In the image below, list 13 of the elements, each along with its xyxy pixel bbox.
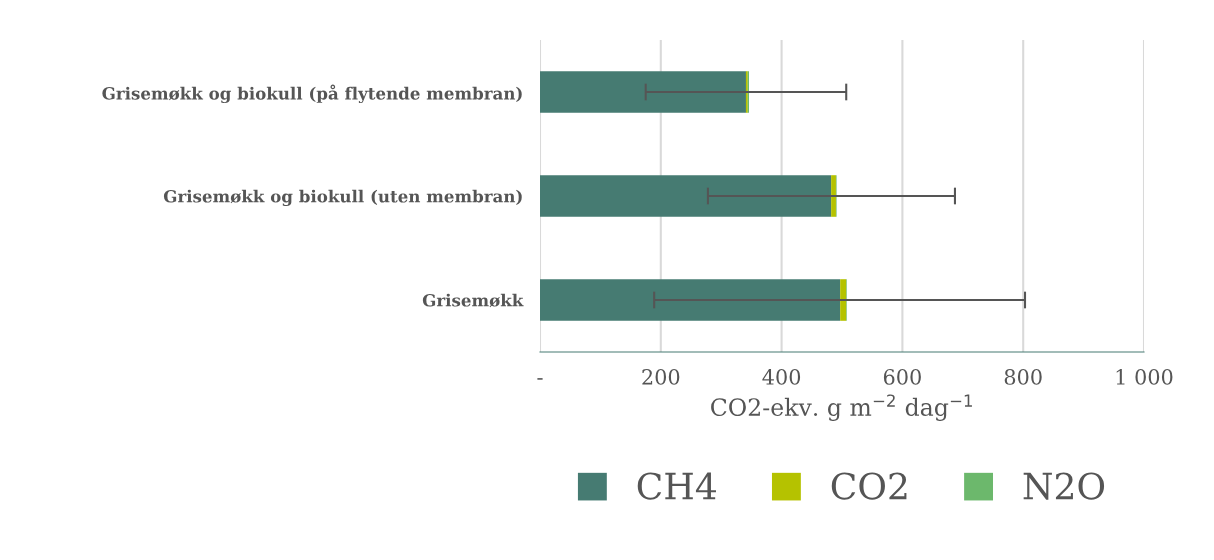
legend-label: N2O [1023, 472, 1105, 500]
y-tick-label: Grisemøkk og biokull (på flytende membran) [102, 84, 522, 104]
x-tick-label: 1 000 [1116, 369, 1173, 385]
legend-label: CO2 [831, 472, 907, 500]
x-tick-label: - [537, 378, 543, 380]
x-tick-label: 600 [883, 369, 921, 385]
x-axis-title: CO2-ekv. g m$^{−2}$ dag$^{−1}$ [711, 394, 972, 421]
x-tick-label: 400 [762, 369, 801, 385]
legend-label: CH4 [637, 472, 716, 500]
x-tick-label: 200 [642, 369, 680, 385]
y-tick-label: Grisemøkk og biokull (uten membran) [163, 189, 522, 207]
x-tick-label: 800 [1004, 369, 1042, 385]
y-tick-label: Grisemøkk [422, 293, 524, 308]
